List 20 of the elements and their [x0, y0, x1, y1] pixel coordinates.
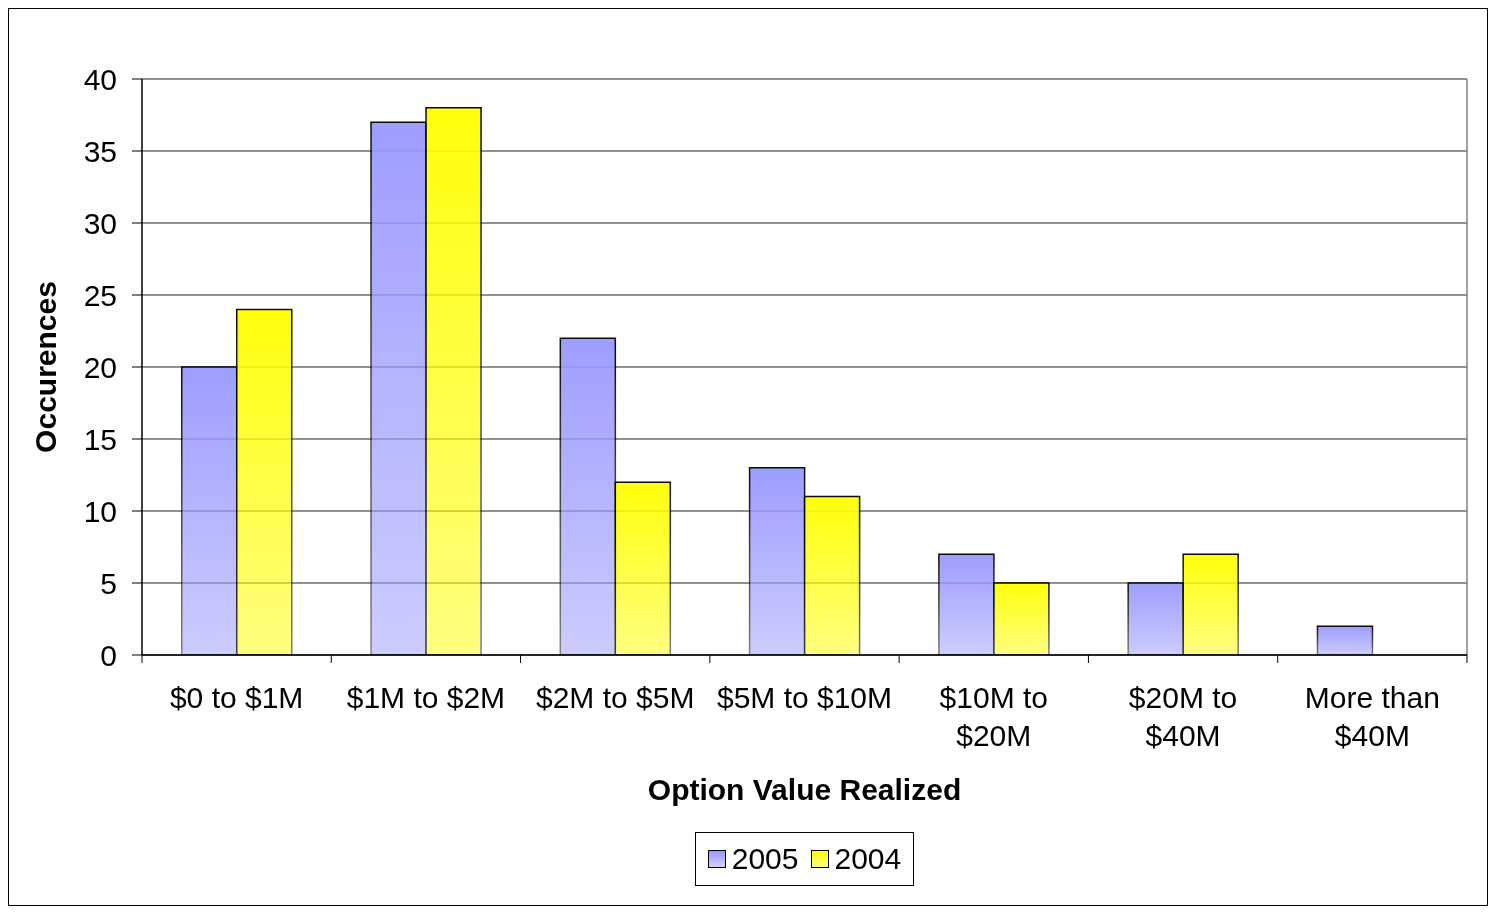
- y-tick-label: 0: [100, 638, 117, 672]
- x-tick-label: $2M to $5M: [536, 681, 695, 715]
- x-tick-label: More than $40M: [1304, 681, 1440, 753]
- x-axis-title: Option Value Realized: [647, 773, 962, 806]
- y-tick-label: 20: [83, 350, 117, 384]
- y-tick-label: 35: [83, 134, 117, 168]
- legend-label: 2005: [731, 842, 799, 876]
- y-tick-label: 5: [100, 566, 117, 600]
- y-tick-label: 10: [83, 494, 117, 528]
- y-tick-label: 25: [83, 278, 117, 312]
- legend-label: 2004: [834, 842, 902, 876]
- x-tick-label: $20M to $40M: [1128, 681, 1238, 753]
- y-tick-label: 15: [83, 422, 117, 456]
- x-tick-label: $1M to $2M: [346, 681, 506, 715]
- y-tick-label: 40: [83, 62, 117, 96]
- x-tick-label: $0 to $1M: [169, 681, 304, 715]
- y-axis-title: Occurences: [28, 281, 62, 453]
- x-tick-label: $10M to $20M: [939, 681, 1048, 753]
- x-tick-label: $5M to $10M: [716, 681, 893, 715]
- y-tick-label: 30: [83, 206, 117, 240]
